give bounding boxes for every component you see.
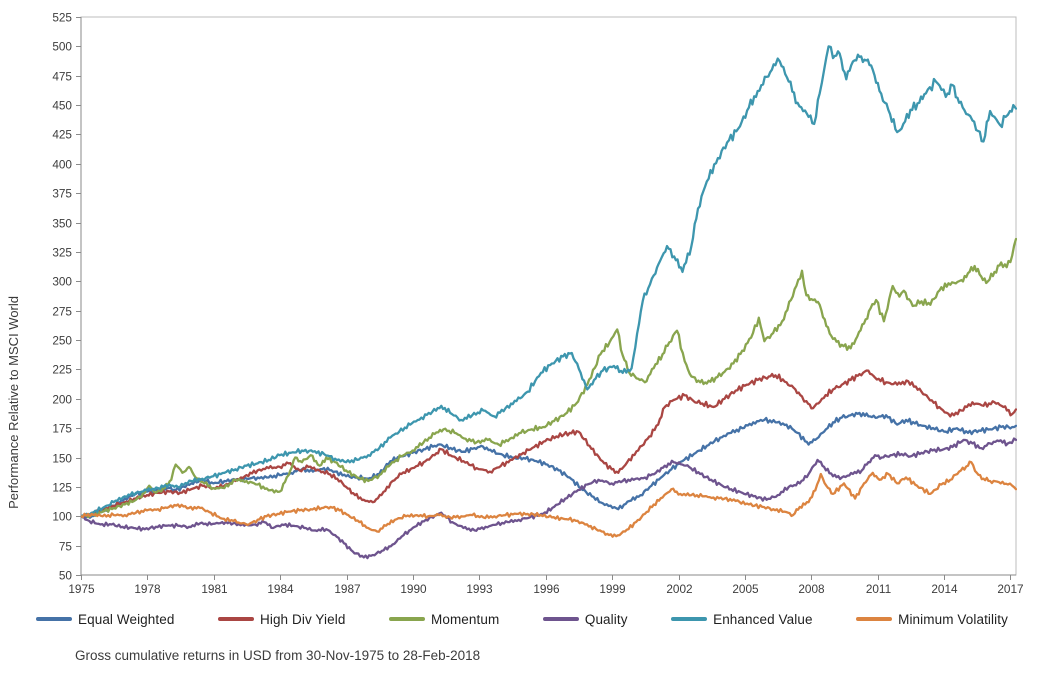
legend-item-enhanced-value: Enhanced Value bbox=[671, 612, 812, 627]
y-tick-label: 125 bbox=[52, 481, 72, 495]
y-tick-label: 275 bbox=[52, 305, 72, 319]
legend-item-minimum-volatility: Minimum Volatility bbox=[856, 612, 1008, 627]
y-tick-label: 200 bbox=[52, 393, 72, 407]
x-tick-label: 2008 bbox=[798, 582, 825, 596]
relative-performance-chart: 525 500 475 450 425 400 375 350 325 300 275 250 225 2… bbox=[6, 11, 1024, 597]
x-tick-label: 1981 bbox=[201, 582, 227, 596]
x-tick-label: 1987 bbox=[334, 582, 360, 596]
y-tick-label: 400 bbox=[52, 158, 72, 172]
legend-swatch-quality bbox=[542, 617, 579, 621]
y-tick-label: 300 bbox=[52, 275, 72, 289]
legend-swatch-momentum bbox=[388, 617, 425, 621]
legend-swatch-minimum-volatility bbox=[856, 617, 893, 621]
x-tick-label: 1978 bbox=[134, 582, 161, 596]
series-line-equal-weighted bbox=[81, 411, 1017, 519]
y-tick-label: 175 bbox=[52, 422, 72, 436]
chart-legend: Equal Weighted High Div Yield Momentum Q… bbox=[0, 606, 1050, 632]
legend-label-enhanced-value: Enhanced Value bbox=[713, 611, 813, 627]
legend-label-high-div-yield: High Div Yield bbox=[260, 611, 346, 627]
y-tick-label: 425 bbox=[52, 128, 72, 142]
y-tick-label: 250 bbox=[52, 334, 72, 348]
x-tick-label: 1990 bbox=[400, 582, 427, 596]
y-tick-label: 75 bbox=[59, 540, 73, 554]
legend-label-minimum-volatility: Minimum Volatility bbox=[898, 611, 1008, 627]
x-tick-label: 1993 bbox=[466, 582, 493, 596]
chart-footnote: Gross cumulative returns in USD from 30-… bbox=[75, 648, 481, 663]
y-tick-label: 325 bbox=[52, 246, 72, 260]
y-tick-label: 450 bbox=[52, 99, 72, 113]
x-tick-label: 1975 bbox=[68, 582, 95, 596]
y-tick-label: 350 bbox=[52, 217, 72, 231]
y-tick-label: 375 bbox=[52, 187, 72, 201]
x-tick-label: 2002 bbox=[666, 582, 692, 596]
series-line-enhanced-value bbox=[81, 45, 1017, 518]
y-tick-label: 50 bbox=[59, 569, 73, 583]
y-tick-label: 500 bbox=[52, 40, 72, 54]
plot-area-border bbox=[80, 16, 1017, 576]
x-tick-label: 2014 bbox=[931, 582, 958, 596]
x-tick-label: 1999 bbox=[599, 582, 625, 596]
legend-label-momentum: Momentum bbox=[430, 611, 500, 627]
series-line-momentum bbox=[81, 237, 1017, 519]
y-tick-label: 100 bbox=[52, 510, 72, 524]
y-tick-label: 225 bbox=[52, 363, 72, 377]
y-tick-label: 150 bbox=[52, 452, 72, 466]
series-line-quality bbox=[81, 437, 1017, 560]
y-tick-label: 475 bbox=[52, 70, 72, 84]
legend-item-momentum: Momentum bbox=[388, 611, 500, 627]
axis-lines bbox=[80, 17, 1016, 576]
series-line-minimum-volatility bbox=[81, 460, 1017, 538]
x-tick-label: 2011 bbox=[866, 582, 891, 596]
legend-label-equal-weighted: Equal Weighted bbox=[78, 611, 175, 627]
relative-performance-chart-svg: 525 500 475 450 425 400 375 350 325 300 275 250 225 2… bbox=[52, 11, 1023, 597]
legend-item-equal-weighted: Equal Weighted bbox=[36, 612, 174, 627]
legend-item-high-div-yield: High Div Yield bbox=[218, 612, 345, 627]
x-tick-label: 2017 bbox=[997, 582, 1023, 596]
legend-label-quality: Quality bbox=[584, 611, 628, 627]
legend-item-quality: Quality bbox=[542, 611, 628, 627]
x-tick-label: 1996 bbox=[533, 582, 560, 596]
x-tick-label: 1984 bbox=[267, 582, 294, 596]
legend-swatch-enhanced-value bbox=[671, 617, 708, 621]
legend-swatch-high-div-yield bbox=[218, 617, 254, 621]
y-tick-label: 525 bbox=[52, 11, 72, 25]
legend-swatch-equal-weighted bbox=[36, 617, 72, 621]
x-tick-label: 2005 bbox=[732, 582, 759, 596]
series-line-high-div-yield bbox=[81, 369, 1017, 519]
